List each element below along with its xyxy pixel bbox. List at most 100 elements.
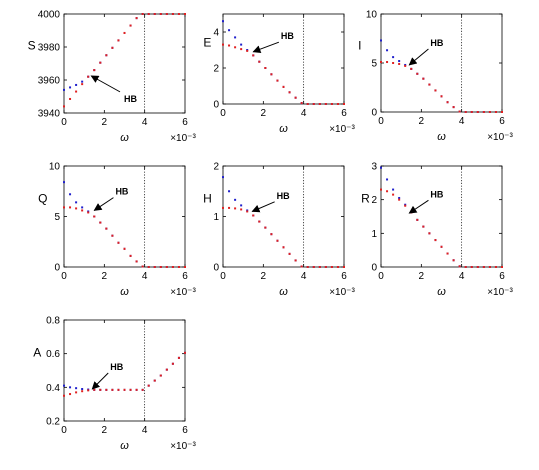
point-lower xyxy=(392,62,395,64)
point-lower xyxy=(380,188,382,191)
axes-box xyxy=(222,13,345,105)
point-lower xyxy=(488,266,491,268)
point-lower xyxy=(246,49,249,52)
point-lower xyxy=(87,211,90,214)
point-lower xyxy=(135,260,138,263)
y-axis-label: I xyxy=(358,38,361,52)
point-lower xyxy=(282,246,285,249)
x-axis-exponent: ×10⁻³ xyxy=(329,287,355,298)
point-lower xyxy=(99,221,102,224)
point-lower xyxy=(288,252,291,255)
point-lower xyxy=(171,266,174,268)
point-upper xyxy=(240,204,243,207)
x-tick-label: 2 xyxy=(261,108,267,119)
point-lower xyxy=(343,266,345,268)
point-upper xyxy=(380,166,382,169)
x-tick-label: 2 xyxy=(102,271,108,282)
point-lower xyxy=(147,384,150,387)
point-lower xyxy=(264,67,267,69)
hb-label: HB xyxy=(115,187,128,197)
point-lower xyxy=(464,266,467,268)
point-lower xyxy=(488,111,491,113)
point-lower xyxy=(452,259,455,262)
x-tick-label: 2 xyxy=(102,425,108,436)
x-tick-label: 6 xyxy=(499,271,505,282)
point-lower xyxy=(330,266,333,268)
point-lower xyxy=(324,266,327,268)
x-axis-exponent: ×10⁻³ xyxy=(170,441,196,452)
y-tick-label: 0 xyxy=(54,263,60,274)
point-lower xyxy=(380,61,382,64)
hb-arrow xyxy=(251,201,275,213)
point-lower xyxy=(228,44,231,47)
panel-a: 0 2 4 6 0.2 0.4 0.6 0.8 Aω ×10⁻³ HB xyxy=(33,316,196,453)
y-tick-label: 0 xyxy=(371,108,377,119)
y-tick-label: 3 xyxy=(371,162,377,173)
point-lower xyxy=(75,207,78,210)
axes-box xyxy=(63,13,186,114)
y-tick-label: 2 xyxy=(371,195,377,206)
hb-arrow xyxy=(90,75,121,93)
point-lower xyxy=(482,111,485,113)
point-lower xyxy=(312,103,315,105)
point-lower xyxy=(75,90,78,93)
y-tick-label: 2 xyxy=(213,64,219,75)
y-axis-label: E xyxy=(203,35,211,49)
point-lower xyxy=(494,266,497,268)
point-lower xyxy=(222,206,224,209)
point-lower xyxy=(386,190,389,193)
point-lower xyxy=(81,390,84,393)
y-tick-label: 5 xyxy=(54,212,60,223)
point-upper xyxy=(63,181,65,184)
point-lower xyxy=(159,13,162,15)
point-lower xyxy=(428,232,431,235)
point-lower xyxy=(184,13,186,15)
point-lower xyxy=(494,111,497,113)
y-tick-label: 0 xyxy=(213,100,219,111)
point-lower xyxy=(501,111,503,113)
point-lower xyxy=(240,208,243,211)
point-upper xyxy=(240,43,243,46)
y-tick-label: 2 xyxy=(213,162,219,173)
x-axis-exponent: ×10⁻³ xyxy=(170,133,196,144)
axes-box xyxy=(222,165,345,268)
point-lower xyxy=(87,75,90,78)
x-tick-label: 4 xyxy=(142,271,148,282)
y-tick-label: 3940 xyxy=(38,109,61,120)
point-upper xyxy=(81,388,84,391)
point-lower xyxy=(386,61,389,64)
point-lower xyxy=(318,103,321,105)
y-tick-label: 0 xyxy=(213,263,219,274)
point-upper xyxy=(222,20,224,23)
point-lower xyxy=(147,266,150,268)
hb-arrow xyxy=(408,199,429,214)
point-lower xyxy=(234,46,237,49)
x-axis-exponent: ×10⁻³ xyxy=(170,287,196,298)
point-lower xyxy=(87,389,90,392)
point-lower xyxy=(336,103,339,105)
panel-r: 0 2 4 6 0 1 2 3 Rω ×10⁻³ HB xyxy=(361,162,513,299)
point-upper xyxy=(398,196,401,199)
point-lower xyxy=(105,227,108,230)
y-tick-label: 0.8 xyxy=(46,316,60,327)
point-lower xyxy=(482,266,485,268)
axes-box xyxy=(380,165,503,268)
point-lower xyxy=(452,106,455,109)
point-lower xyxy=(81,209,84,212)
x-tick-label: 0 xyxy=(61,117,67,128)
point-lower xyxy=(159,374,162,377)
point-upper xyxy=(87,210,90,213)
point-lower xyxy=(147,13,150,15)
point-lower xyxy=(129,254,132,257)
x-tick-label: 6 xyxy=(182,271,188,282)
hb-arrow xyxy=(408,48,429,66)
point-lower xyxy=(422,225,425,228)
point-lower xyxy=(75,391,78,394)
point-lower xyxy=(434,239,437,242)
point-lower xyxy=(264,226,267,229)
x-axis-label: ω xyxy=(279,286,288,298)
point-lower xyxy=(222,43,224,46)
point-lower xyxy=(312,266,315,268)
point-lower xyxy=(165,266,168,268)
